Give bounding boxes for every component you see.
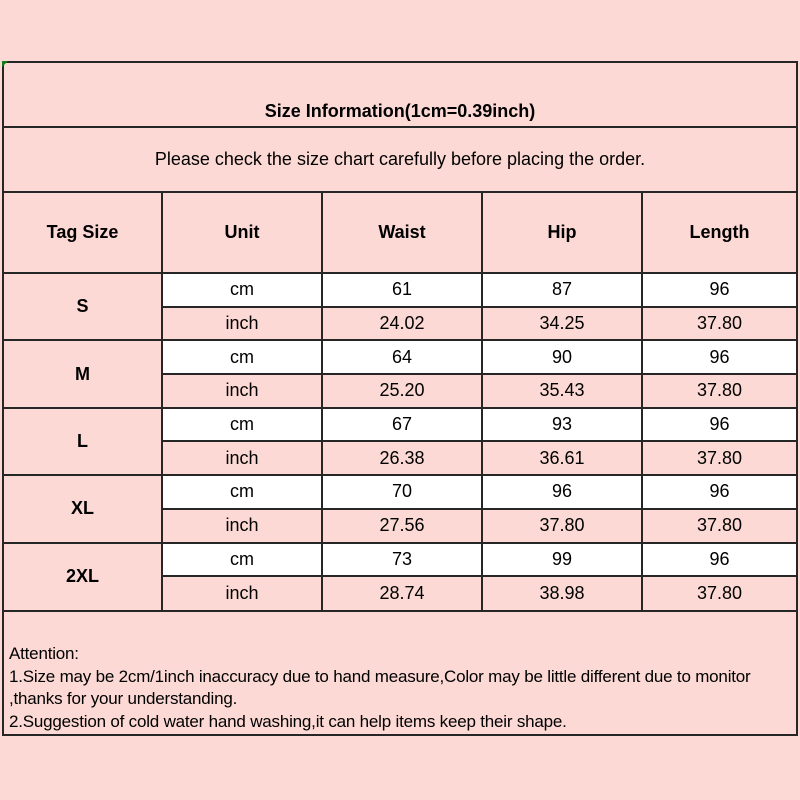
hip-inch-cell: 35.43 [481, 373, 643, 409]
unit-cell: cm [161, 474, 323, 510]
table-row: inch 24.02 34.25 37.80 [4, 305, 797, 342]
table-row: inch 28.74 38.98 37.80 [4, 575, 797, 611]
table-row: inch 25.20 35.43 37.80 [4, 373, 797, 409]
waist-cm-cell: 70 [321, 474, 483, 510]
attention-line: 1.Size may be 2cm/1inch inaccuracy due t… [9, 666, 751, 686]
attention-line: 2.Suggestion of cold water hand washing,… [9, 711, 567, 731]
hip-cm-cell: 93 [481, 406, 643, 443]
header-row: Tag Size Unit Waist Hip Length [3, 192, 797, 274]
waist-inch-cell: 26.38 [321, 440, 483, 477]
table-row: L cm 67 93 96 [3, 406, 797, 477]
page-title: Size Information(1cm=0.39inch) [4, 63, 796, 128]
unit-cell: cm [161, 339, 323, 376]
table-row: M cm 64 90 96 [3, 339, 797, 409]
hip-inch-cell: 38.98 [481, 575, 643, 611]
waist-cm-cell: 64 [321, 339, 483, 376]
hip-cm-cell: 87 [481, 272, 643, 308]
hip-cm-cell: 99 [481, 541, 643, 578]
waist-inch-cell: 28.74 [321, 575, 483, 611]
unit-cell: inch [161, 440, 323, 477]
unit-cell: inch [161, 507, 323, 544]
hip-inch-cell: 37.80 [481, 507, 643, 544]
waist-cm-cell: 61 [321, 272, 483, 308]
length-cm-cell: 96 [641, 474, 797, 510]
size-label-s: S [3, 271, 163, 342]
length-inch-cell: 37.80 [641, 373, 797, 409]
col-header-tag-size: Tag Size [3, 192, 163, 274]
unit-cell: inch [161, 305, 323, 342]
waist-cm-cell: 67 [321, 406, 483, 443]
unit-cell: cm [161, 541, 323, 578]
table-row: inch 27.56 37.80 37.80 [4, 507, 797, 544]
col-header-waist: Waist [321, 192, 483, 274]
waist-inch-cell: 24.02 [321, 305, 483, 342]
attention-note: Attention: 1.Size may be 2cm/1inch inacc… [4, 610, 796, 734]
attention-line: ,thanks for your understanding. [9, 689, 238, 708]
hip-inch-cell: 36.61 [481, 440, 643, 477]
size-table-sheet: Size Information(1cm=0.39inch) Please ch… [2, 61, 798, 736]
unit-cell: inch [161, 575, 323, 611]
length-cm-cell: 96 [641, 339, 797, 376]
table-row: S cm 61 87 96 [3, 271, 797, 342]
unit-cell: inch [161, 373, 323, 409]
table-row: 2XL cm 73 99 96 [3, 541, 797, 611]
length-inch-cell: 37.80 [641, 440, 797, 477]
col-header-unit: Unit [161, 192, 323, 274]
size-chart-subtitle: Please check the size chart carefully be… [4, 128, 796, 193]
size-label-xl: XL [3, 474, 163, 544]
waist-inch-cell: 25.20 [321, 373, 483, 409]
table-row: inch 26.38 36.61 37.80 [4, 440, 797, 477]
hip-cm-cell: 96 [481, 474, 643, 510]
waist-cm-cell: 73 [321, 541, 483, 578]
length-inch-cell: 37.80 [641, 305, 797, 342]
col-header-hip: Hip [481, 192, 643, 274]
col-header-length: Length [641, 192, 797, 274]
waist-inch-cell: 27.56 [321, 507, 483, 544]
size-label-2xl: 2XL [3, 541, 163, 611]
table-row: XL cm 70 96 96 [3, 474, 797, 544]
length-cm-cell: 96 [641, 406, 797, 443]
length-cm-cell: 96 [641, 541, 797, 578]
attention-heading: Attention: [9, 644, 79, 663]
unit-cell: cm [161, 272, 323, 308]
size-table: Tag Size Unit Waist Hip Length S cm 61 8… [3, 192, 797, 611]
size-label-m: M [3, 339, 163, 409]
length-inch-cell: 37.80 [641, 575, 797, 611]
hip-inch-cell: 34.25 [481, 305, 643, 342]
length-cm-cell: 96 [641, 272, 797, 308]
size-label-l: L [3, 406, 163, 477]
hip-cm-cell: 90 [481, 339, 643, 376]
length-inch-cell: 37.80 [641, 507, 797, 544]
corner-marker-icon [2, 61, 8, 67]
unit-cell: cm [161, 406, 323, 443]
